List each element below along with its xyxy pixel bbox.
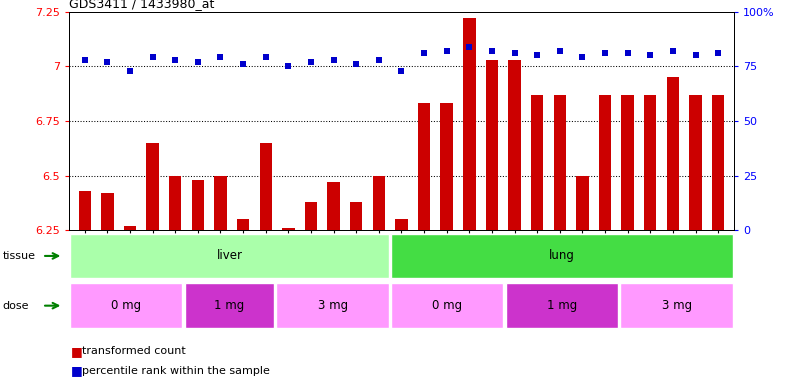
- Point: [553, 48, 566, 54]
- Bar: [620, 283, 733, 328]
- Point: [123, 68, 136, 74]
- Bar: [191, 180, 204, 230]
- Bar: [185, 283, 274, 328]
- Bar: [70, 234, 388, 278]
- Bar: [508, 60, 521, 230]
- Point: [486, 48, 499, 54]
- Bar: [169, 176, 182, 230]
- Text: 3 mg: 3 mg: [662, 299, 692, 312]
- Point: [418, 50, 431, 56]
- Point: [667, 48, 680, 54]
- Text: percentile rank within the sample: percentile rank within the sample: [82, 366, 270, 376]
- Point: [621, 50, 634, 56]
- Point: [508, 50, 521, 56]
- Bar: [101, 193, 114, 230]
- Bar: [506, 283, 618, 328]
- Text: 0 mg: 0 mg: [111, 299, 141, 312]
- Point: [169, 56, 182, 63]
- Bar: [391, 283, 504, 328]
- Text: transformed count: transformed count: [82, 346, 186, 356]
- Text: 3 mg: 3 mg: [318, 299, 348, 312]
- Bar: [576, 176, 589, 230]
- Bar: [463, 18, 475, 230]
- Point: [191, 59, 204, 65]
- Bar: [689, 95, 702, 230]
- Bar: [599, 95, 611, 230]
- Bar: [70, 283, 182, 328]
- Point: [644, 52, 657, 58]
- Bar: [440, 103, 453, 230]
- Text: tissue: tissue: [2, 251, 36, 261]
- Text: 0 mg: 0 mg: [432, 299, 462, 312]
- Point: [372, 56, 385, 63]
- Bar: [147, 143, 159, 230]
- Point: [260, 55, 272, 61]
- Text: GDS3411 / 1433980_at: GDS3411 / 1433980_at: [69, 0, 214, 10]
- Bar: [395, 220, 408, 230]
- Bar: [554, 95, 566, 230]
- Text: ■: ■: [71, 364, 83, 377]
- Text: lung: lung: [549, 250, 575, 262]
- Bar: [305, 202, 317, 230]
- Bar: [372, 176, 385, 230]
- Point: [304, 59, 317, 65]
- Point: [689, 52, 702, 58]
- Bar: [667, 77, 679, 230]
- Point: [101, 59, 114, 65]
- Bar: [350, 202, 363, 230]
- Bar: [391, 234, 733, 278]
- Point: [350, 61, 363, 67]
- Bar: [214, 176, 227, 230]
- Point: [327, 56, 340, 63]
- Point: [530, 52, 543, 58]
- Point: [711, 50, 724, 56]
- Bar: [621, 95, 634, 230]
- Point: [282, 63, 295, 70]
- Text: liver: liver: [217, 250, 242, 262]
- Bar: [237, 220, 249, 230]
- Bar: [486, 60, 498, 230]
- Point: [599, 50, 611, 56]
- Point: [214, 55, 227, 61]
- Bar: [644, 95, 656, 230]
- Point: [79, 56, 92, 63]
- Bar: [124, 226, 136, 230]
- Bar: [79, 191, 91, 230]
- Bar: [260, 143, 272, 230]
- Point: [237, 61, 250, 67]
- Point: [463, 43, 476, 50]
- Text: ■: ■: [71, 345, 83, 358]
- Point: [440, 48, 453, 54]
- Bar: [277, 283, 388, 328]
- Bar: [328, 182, 340, 230]
- Bar: [712, 95, 724, 230]
- Text: dose: dose: [2, 301, 29, 311]
- Bar: [418, 103, 431, 230]
- Text: 1 mg: 1 mg: [547, 299, 577, 312]
- Text: 1 mg: 1 mg: [214, 299, 245, 312]
- Point: [576, 55, 589, 61]
- Point: [395, 68, 408, 74]
- Bar: [282, 228, 294, 230]
- Bar: [531, 95, 543, 230]
- Point: [146, 55, 159, 61]
